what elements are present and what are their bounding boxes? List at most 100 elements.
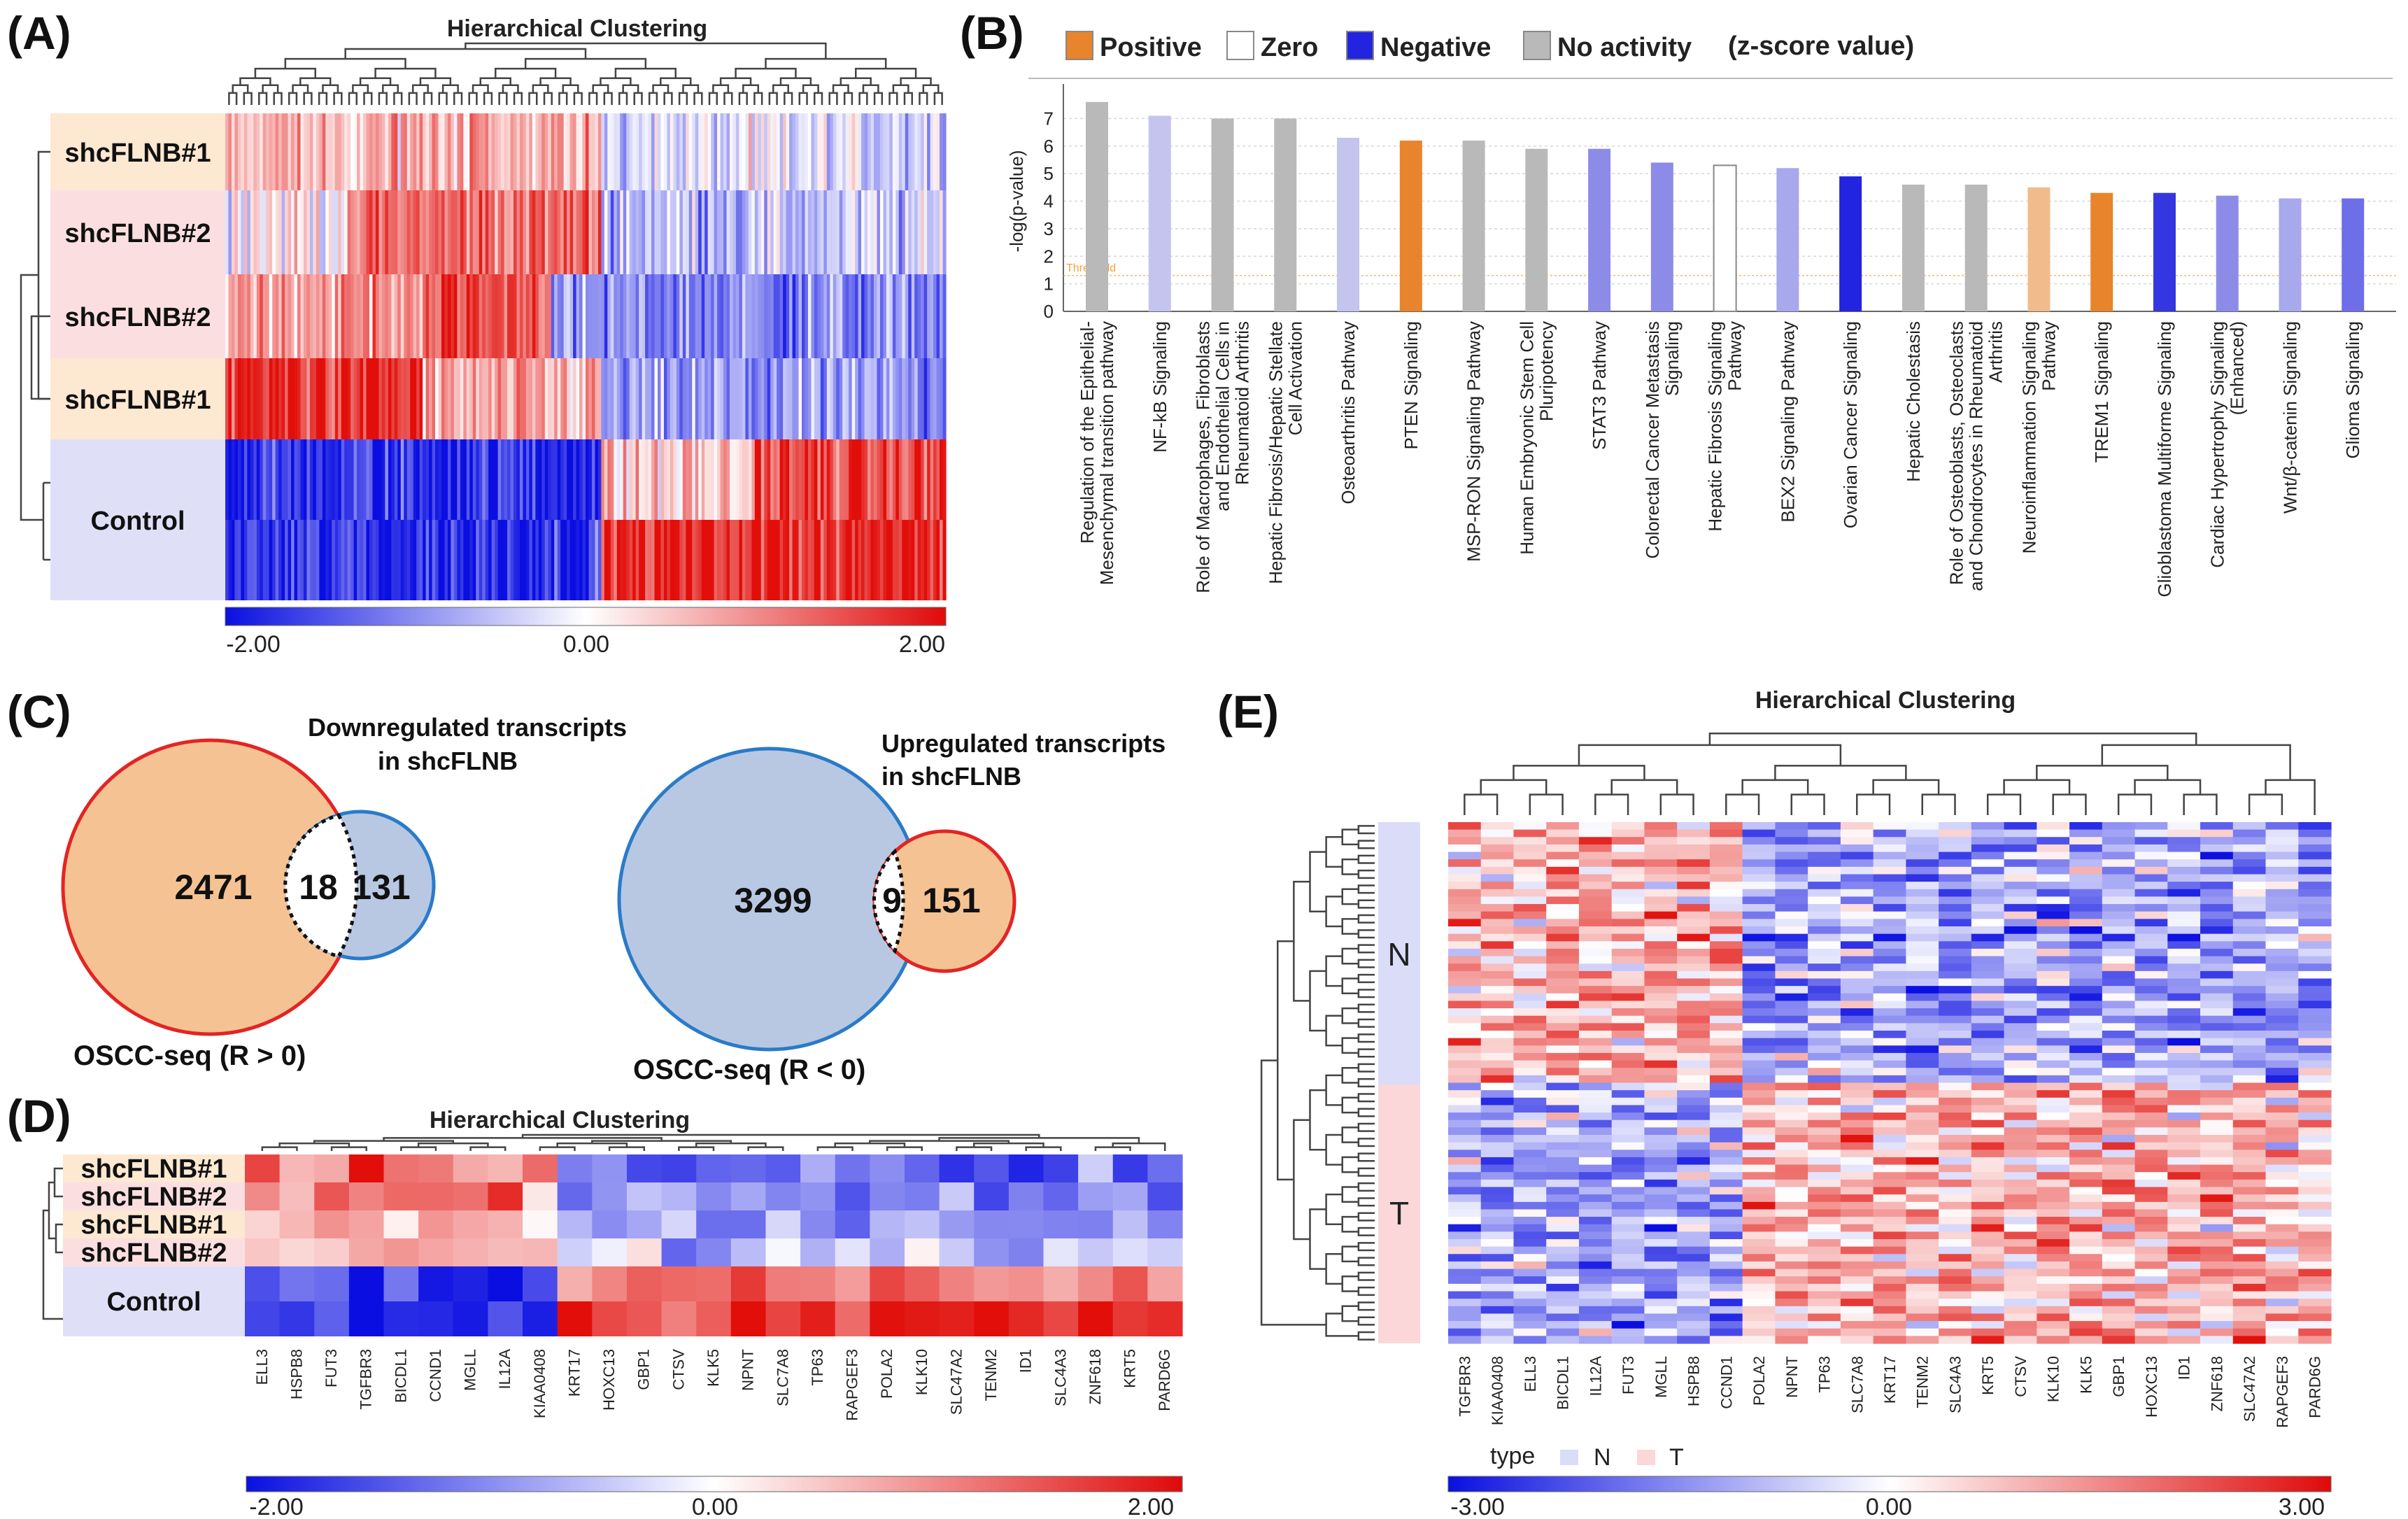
- heatmap-cell: [1147, 1182, 1183, 1210]
- heatmap-cell: [2134, 1217, 2168, 1225]
- panel-a-scale-min: -2.00: [226, 631, 281, 658]
- heatmap-cell: [306, 190, 311, 274]
- heatmap-cell: [476, 190, 480, 274]
- heatmap-cell: [870, 274, 874, 358]
- heatmap-cell: [2004, 1194, 2037, 1203]
- heatmap-cell: [1742, 986, 1776, 994]
- heatmap-cell: [2232, 1231, 2267, 1240]
- heatmap-cell: [1611, 874, 1645, 882]
- heatmap-cell: [2265, 1291, 2299, 1299]
- heatmap-cell: [1742, 1038, 1776, 1046]
- dendrogram-branch: [1790, 793, 1825, 815]
- heatmap-cell: [1448, 956, 1482, 964]
- heatmap-cell: [582, 358, 586, 439]
- heatmap-cell: [519, 190, 524, 274]
- heatmap-cell: [1709, 1172, 1743, 1180]
- heatmap-cell: [225, 358, 229, 439]
- heatmap-cell: [2232, 1031, 2267, 1039]
- heatmap-cell: [2037, 1045, 2070, 1054]
- heatmap-cell: [2004, 970, 2037, 980]
- heatmap-cell: [347, 190, 351, 274]
- heatmap-cell: [1513, 933, 1547, 942]
- heatmap-cell: [839, 190, 843, 274]
- group-n-bar: [1378, 822, 1420, 1085]
- legend-swatch-0: [1065, 31, 1093, 60]
- heatmap-cell: [2134, 1246, 2168, 1255]
- heatmap-cell: [447, 113, 452, 190]
- heatmap-cell: [501, 520, 505, 600]
- heatmap-cell: [2232, 1075, 2267, 1084]
- heatmap-cell: [1546, 1336, 1580, 1344]
- heatmap-cell: [1578, 889, 1613, 898]
- gene-label: SLC4A3: [1946, 1356, 1964, 1413]
- heatmap-cell: [1808, 1082, 1841, 1091]
- heatmap-cell: [1513, 1201, 1547, 1210]
- heatmap-cell: [1480, 1052, 1515, 1061]
- heatmap-cell: [1775, 844, 1808, 853]
- heatmap-cell: [2069, 933, 2103, 942]
- category-label: NF-kB Signaling: [1149, 321, 1170, 453]
- dendrogram-branch: [886, 1146, 923, 1151]
- heatmap-cell: [2102, 1283, 2136, 1292]
- dendrogram-branch: [1341, 858, 1359, 875]
- heatmap-cell: [1840, 1283, 1874, 1292]
- heatmap-cell: [1709, 1135, 1743, 1143]
- heatmap-cell: [1644, 1105, 1678, 1113]
- heatmap-cell: [933, 520, 937, 600]
- heatmap-cell: [262, 439, 267, 520]
- heatmap-cell: [2232, 1261, 2267, 1270]
- heatmap-cell: [651, 358, 656, 439]
- heatmap-cell: [642, 358, 646, 439]
- heatmap-cell: [811, 190, 815, 274]
- heatmap-cell: [416, 190, 420, 274]
- heatmap-cell: [1677, 1291, 1711, 1299]
- heatmap-cell: [2134, 1105, 2168, 1113]
- heatmap-cell: [1677, 1127, 1711, 1136]
- heatmap-cell: [1906, 978, 1939, 987]
- heatmap-cell: [1709, 1068, 1743, 1076]
- heatmap-cell: [1775, 1112, 1808, 1121]
- heatmap-cell: [877, 274, 881, 358]
- heatmap-cell: [300, 520, 304, 600]
- heatmap-cell: [2200, 941, 2234, 949]
- dendrogram-branch: [562, 84, 579, 93]
- heatmap-cell: [541, 190, 546, 274]
- heatmap-cell: [2004, 1321, 2037, 1329]
- heatmap-cell: [1448, 1008, 1482, 1017]
- heatmap-cell: [469, 274, 474, 358]
- heatmap-cell: [877, 113, 881, 190]
- heatmap-cell: [2265, 1082, 2299, 1091]
- heatmap-cell: [610, 113, 614, 190]
- heatmap-cell: [751, 113, 756, 190]
- heatmap-cell: [1742, 1068, 1776, 1076]
- heatmap-cell: [789, 358, 793, 439]
- heatmap-cell: [802, 113, 806, 190]
- heatmap-cell: [1840, 933, 1874, 942]
- heatmap-cell: [836, 190, 840, 274]
- heatmap-cell: [523, 1210, 558, 1238]
- heatmap-cell: [586, 113, 590, 190]
- heatmap-cell: [2134, 859, 2168, 868]
- heatmap-cell: [629, 113, 633, 190]
- heatmap-cell: [1480, 1291, 1515, 1299]
- heatmap-cell: [2069, 882, 2103, 890]
- heatmap-cell: [1808, 1068, 1841, 1076]
- heatmap-cell: [889, 113, 893, 190]
- heatmap-cell: [1611, 963, 1645, 972]
- heatmap-cell: [698, 358, 702, 439]
- heatmap-cell: [889, 190, 893, 274]
- heatmap-cell: [726, 520, 730, 600]
- heatmap-cell: [1775, 1038, 1808, 1046]
- heatmap-cell: [783, 439, 787, 520]
- heatmap-cell: [673, 274, 677, 358]
- heatmap-cell: [1873, 1172, 1906, 1180]
- group-t-label: T: [1389, 1195, 1409, 1231]
- heatmap-cell: [1480, 948, 1515, 957]
- heatmap-cell: [2265, 1090, 2299, 1098]
- heatmap-cell: [795, 113, 800, 190]
- heatmap-cell: [1971, 1328, 2005, 1336]
- heatmap-cell: [623, 439, 627, 520]
- heatmap-cell: [313, 190, 317, 274]
- heatmap-cell: [2102, 1090, 2136, 1098]
- heatmap-cell: [532, 358, 536, 439]
